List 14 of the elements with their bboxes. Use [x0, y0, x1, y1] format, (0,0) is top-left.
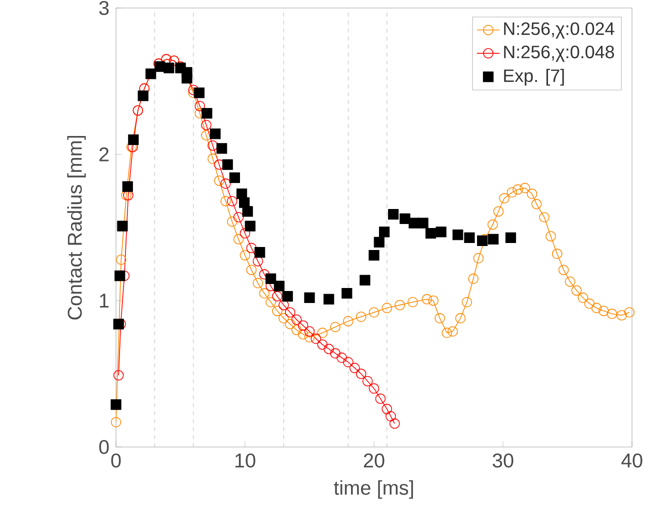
legend-label: Exp. [7]	[504, 68, 564, 86]
y-tick-label: 3	[99, 0, 109, 16]
y-tick-label: 1	[100, 294, 109, 308]
x-tick-label: 40	[621, 453, 642, 468]
y-axis-title: Contact Radius [mm]	[67, 136, 86, 320]
x-tick-label: 30	[492, 453, 514, 468]
legend-label: N:256,χ:0.048	[504, 46, 614, 62]
x-tick-label: 0	[111, 453, 121, 468]
y-tick-label: 2	[99, 147, 109, 162]
x-tick-label: 10	[235, 453, 256, 468]
x-axis-title: time [ms]	[334, 480, 413, 499]
y-tick-label: 0	[99, 440, 109, 454]
x-tick-label: 20	[364, 453, 384, 468]
legend-label: N:256,χ:0.024	[504, 22, 614, 39]
